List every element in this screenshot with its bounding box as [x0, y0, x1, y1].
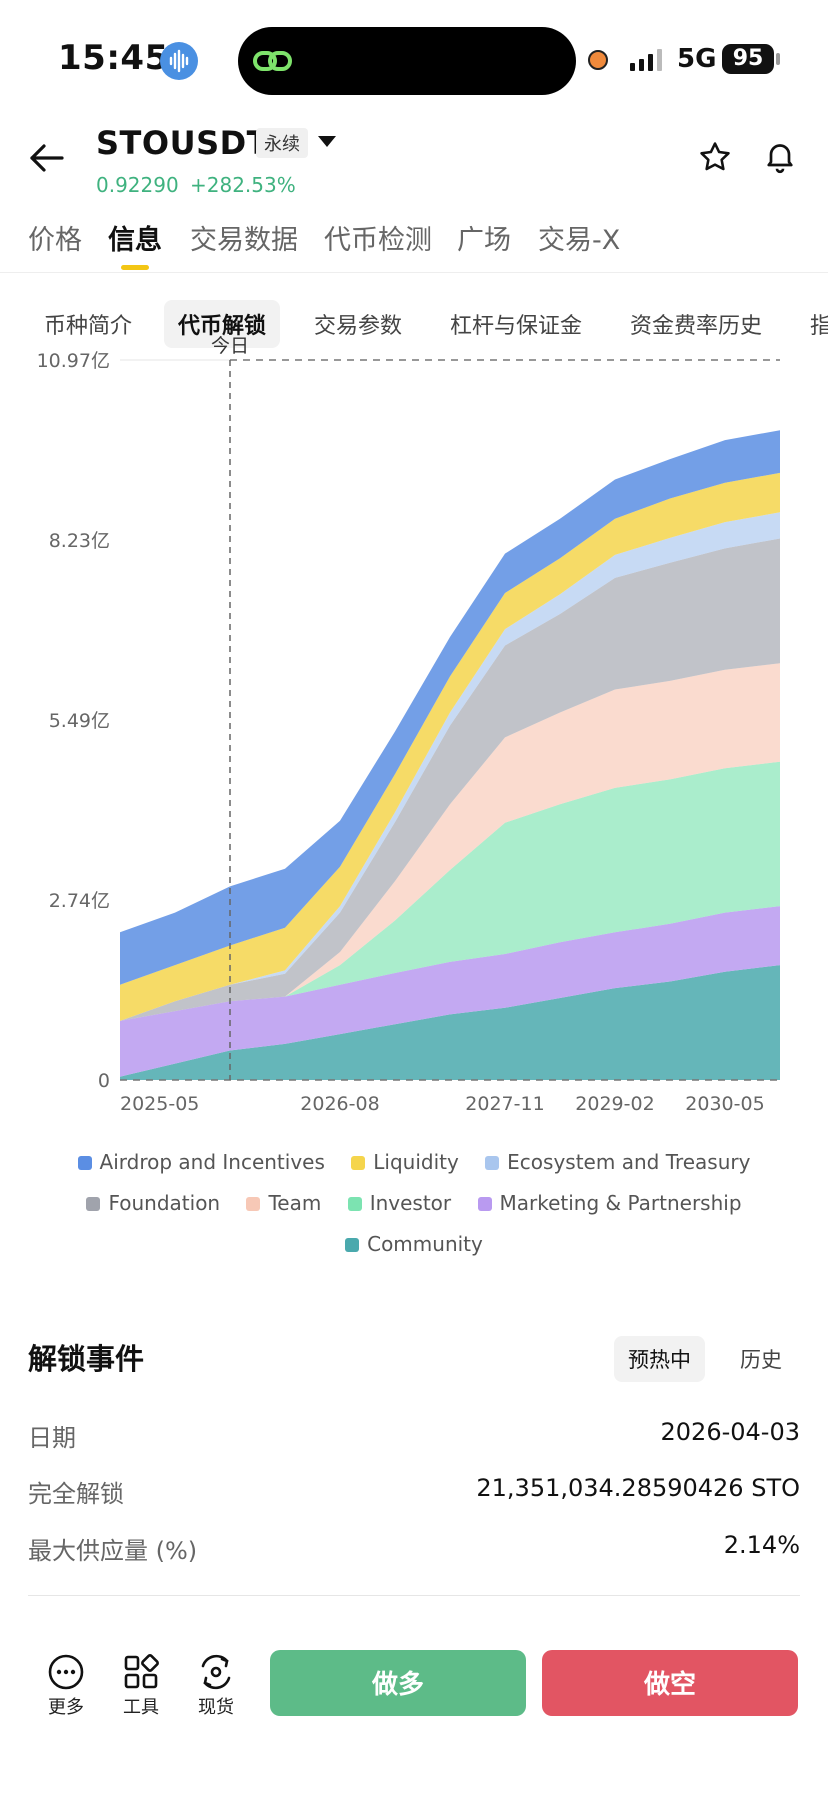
tools-label[interactable]: 工具	[123, 1697, 159, 1718]
price-change: +282.53%	[190, 173, 296, 197]
legend-label: Marketing & Partnership	[499, 1191, 742, 1215]
y-tick-label: 8.23亿	[49, 530, 110, 552]
subtab-funding-history[interactable]: 资金费率历史	[630, 314, 763, 339]
spot-label[interactable]: 现货	[198, 1697, 234, 1718]
last-price: 0.92290	[96, 173, 179, 197]
more-label[interactable]: 更多	[48, 1697, 84, 1718]
legend-swatch	[477, 1197, 492, 1211]
tab-price[interactable]: 价格	[28, 225, 82, 256]
subtab-trade-params[interactable]: 交易参数	[314, 314, 403, 339]
legend-label: Airdrop and Incentives	[99, 1150, 325, 1174]
tab-info[interactable]: 信息	[108, 225, 162, 256]
contract-type-badge: 永续	[256, 128, 308, 158]
tab-square[interactable]: 广场	[457, 225, 511, 256]
tab-trading-data[interactable]: 交易数据	[190, 225, 298, 256]
back-arrow-icon[interactable]	[28, 140, 68, 180]
unlock-area-chart: 0 2.74亿 5.49亿 8.23亿 10.97亿 今日 2025-05 2026-08 20…	[37, 335, 780, 1115]
x-tick-label: 2030-05	[685, 1093, 764, 1115]
legend-swatch	[77, 1156, 92, 1170]
legend-swatch	[345, 1238, 360, 1252]
date-value: 2026-04-03	[660, 1418, 800, 1446]
battery-icon: 95	[722, 44, 774, 74]
tab-history[interactable]: 历史	[740, 1348, 782, 1372]
max-supply-label: 最大供应量 (%)	[28, 1537, 198, 1565]
legend-label: Community	[367, 1232, 483, 1256]
area-series-liquidity	[120, 472, 780, 1021]
signal-icon	[628, 48, 668, 76]
max-supply-value: 2.14%	[723, 1531, 800, 1559]
recording-indicator-icon	[588, 50, 608, 70]
x-tick-label: 2027-11	[465, 1093, 544, 1115]
x-tick-label: 2026-08	[300, 1093, 379, 1115]
subtab-more[interactable]: 指	[810, 314, 828, 339]
legend-item-liquidity[interactable]: Liquidity	[351, 1150, 459, 1174]
legend-swatch	[246, 1197, 261, 1211]
legend-label: Team	[268, 1191, 322, 1215]
tab-trade-x[interactable]: 交易-X	[538, 225, 621, 256]
legend-item-ecosystem[interactable]: Ecosystem and Treasury	[485, 1150, 750, 1174]
legend-row-3: Community	[0, 1232, 828, 1256]
y-tick-label: 10.97亿	[37, 350, 110, 372]
legend-swatch	[347, 1197, 362, 1211]
subtab-leverage-margin[interactable]: 杠杆与保证金	[450, 314, 583, 339]
full-unlock-label: 完全解锁	[28, 1480, 124, 1508]
date-label: 日期	[28, 1424, 76, 1452]
subtab-token-unlock[interactable]: 代币解锁	[164, 300, 281, 348]
more-icon[interactable]	[46, 1652, 86, 1692]
legend-swatch	[485, 1156, 500, 1170]
section-divider	[28, 1595, 800, 1596]
voice-activity-icon	[160, 42, 198, 80]
legend-item-foundation[interactable]: Foundation	[86, 1191, 220, 1215]
favorite-star-icon[interactable]	[698, 140, 732, 178]
long-button[interactable]: 做多	[270, 1650, 526, 1716]
alert-bell-icon[interactable]	[762, 138, 798, 178]
area-series-marketing-partnership	[120, 906, 780, 1077]
legend-label: Liquidity	[373, 1150, 459, 1174]
legend-swatch	[86, 1197, 101, 1211]
tabs-divider	[0, 272, 828, 273]
area-series-airdrop-and-incentives	[120, 430, 780, 985]
legend-row-1: Airdrop and Incentives Liquidity Ecosyst…	[0, 1150, 828, 1174]
unlock-events-title: 解锁事件	[28, 1342, 145, 1376]
legend-label: Ecosystem and Treasury	[507, 1150, 751, 1174]
battery-tip	[776, 53, 780, 65]
y-tick-label: 5.49亿	[49, 710, 110, 732]
symbol-dropdown-icon[interactable]	[318, 136, 336, 147]
legend-item-team[interactable]: Team	[246, 1191, 321, 1215]
legend-label: Foundation	[108, 1191, 221, 1215]
tab-token-check[interactable]: 代币检测	[324, 225, 432, 256]
y-tick-label: 2.74亿	[49, 890, 110, 912]
subtab-coin-intro[interactable]: 币种简介	[44, 314, 133, 339]
legend-label: Investor	[369, 1191, 452, 1215]
spot-icon[interactable]	[196, 1652, 236, 1692]
legend-row-2: Foundation Team Investor Marketing & Par…	[0, 1191, 828, 1215]
x-tick-label: 2029-02	[575, 1093, 654, 1115]
today-label: 今日	[211, 335, 249, 357]
short-button[interactable]: 做空	[542, 1650, 798, 1716]
full-unlock-value: 21,351,034.28590426 STO	[476, 1474, 800, 1502]
network-type: 5G	[677, 44, 717, 74]
area-series-investor	[120, 761, 780, 1021]
dynamic-island	[238, 27, 576, 95]
legend-item-airdrop[interactable]: Airdrop and Incentives	[77, 1150, 325, 1174]
area-series-team	[120, 663, 780, 1021]
symbol-title[interactable]: STOUSDT	[96, 124, 269, 162]
tools-icon[interactable]	[121, 1652, 161, 1692]
active-tab-indicator	[121, 265, 149, 270]
link-app-icon	[252, 44, 294, 82]
legend-item-marketing[interactable]: Marketing & Partnership	[477, 1191, 742, 1215]
area-series-foundation	[120, 538, 780, 1021]
tab-upcoming[interactable]: 预热中	[614, 1336, 705, 1382]
legend-item-investor[interactable]: Investor	[347, 1191, 452, 1215]
y-tick-label: 0	[98, 1070, 110, 1092]
legend-swatch	[351, 1156, 366, 1170]
x-tick-label: 2025-05	[120, 1093, 199, 1115]
status-time: 15:45	[58, 38, 169, 78]
area-series-community	[120, 965, 780, 1080]
legend-item-community[interactable]: Community	[345, 1232, 483, 1256]
